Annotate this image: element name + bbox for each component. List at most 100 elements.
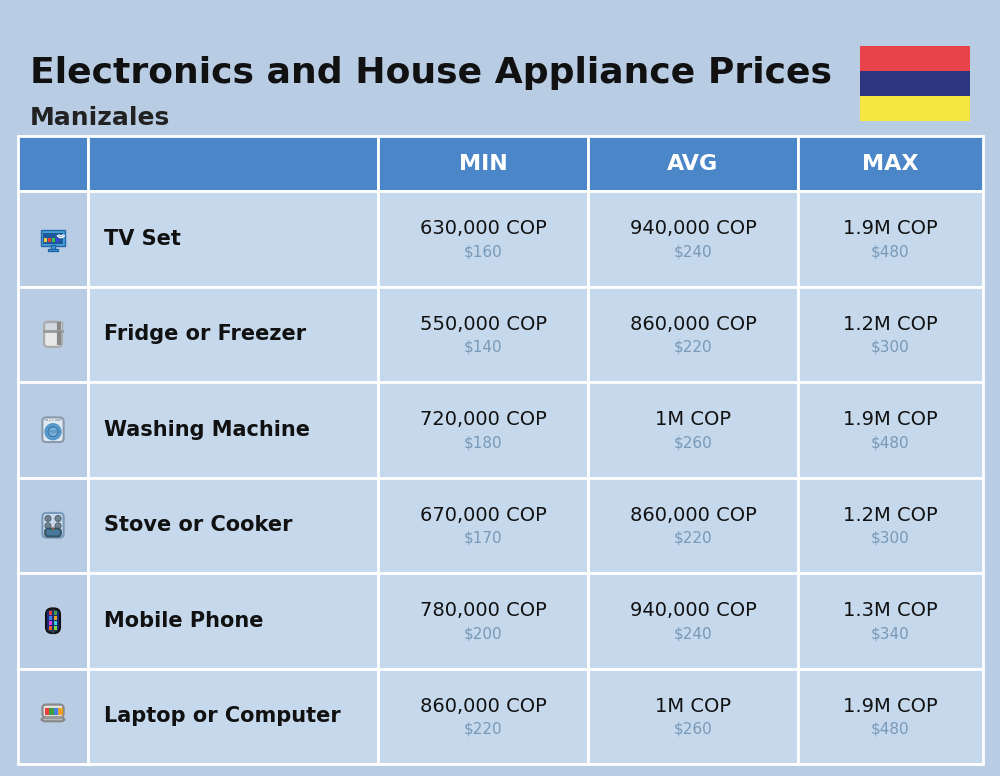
- Text: 550,000 COP: 550,000 COP: [420, 315, 546, 334]
- Text: Manizales: Manizales: [30, 106, 170, 130]
- Bar: [798, 477, 983, 573]
- Text: Washing Machine: Washing Machine: [104, 420, 310, 440]
- Text: TV Set: TV Set: [104, 229, 181, 249]
- Text: Stove or Cooker: Stove or Cooker: [104, 515, 292, 535]
- Bar: [798, 573, 983, 668]
- Text: $480: $480: [871, 244, 910, 259]
- Circle shape: [47, 525, 49, 527]
- Bar: [41, 230, 65, 246]
- Bar: [48, 238, 51, 241]
- Bar: [88, 382, 378, 477]
- FancyBboxPatch shape: [45, 528, 61, 536]
- Bar: [588, 477, 798, 573]
- Bar: [18, 286, 88, 382]
- Bar: [88, 286, 378, 382]
- Circle shape: [55, 523, 61, 528]
- Text: 1.9M COP: 1.9M COP: [843, 220, 938, 238]
- Bar: [54, 626, 57, 629]
- Text: $340: $340: [871, 626, 910, 641]
- Text: 860,000 COP: 860,000 COP: [420, 697, 546, 715]
- Text: MIN: MIN: [459, 154, 507, 174]
- Circle shape: [48, 419, 50, 421]
- Text: 720,000 COP: 720,000 COP: [420, 411, 546, 429]
- Bar: [44, 238, 47, 241]
- Bar: [56, 238, 59, 241]
- Bar: [588, 286, 798, 382]
- Bar: [378, 136, 588, 191]
- Text: $200: $200: [464, 626, 502, 641]
- FancyBboxPatch shape: [42, 417, 64, 442]
- Bar: [49, 708, 54, 715]
- Circle shape: [55, 516, 61, 521]
- Bar: [378, 191, 588, 286]
- Bar: [58, 708, 63, 715]
- Bar: [88, 477, 378, 573]
- Text: Laptop or Computer: Laptop or Computer: [104, 706, 341, 726]
- Circle shape: [45, 516, 51, 521]
- Text: 860,000 COP: 860,000 COP: [630, 506, 756, 525]
- Bar: [88, 573, 378, 668]
- Circle shape: [57, 517, 59, 520]
- Circle shape: [51, 419, 52, 421]
- FancyBboxPatch shape: [860, 46, 970, 71]
- Text: $140: $140: [464, 340, 502, 355]
- Bar: [88, 136, 378, 191]
- Bar: [18, 136, 88, 191]
- Bar: [18, 382, 88, 477]
- Bar: [43, 233, 63, 244]
- Bar: [588, 136, 798, 191]
- Bar: [54, 616, 57, 619]
- Bar: [798, 286, 983, 382]
- Text: $300: $300: [871, 531, 910, 546]
- Text: AVG: AVG: [667, 154, 719, 174]
- Text: 1.2M COP: 1.2M COP: [843, 315, 938, 334]
- Bar: [88, 191, 378, 286]
- Bar: [18, 477, 88, 573]
- FancyBboxPatch shape: [42, 705, 64, 717]
- Bar: [54, 621, 57, 625]
- Bar: [378, 668, 588, 764]
- Text: $260: $260: [674, 722, 712, 736]
- Bar: [49, 616, 52, 619]
- Bar: [798, 136, 983, 191]
- Bar: [588, 668, 798, 764]
- Text: 860,000 COP: 860,000 COP: [630, 315, 756, 334]
- Text: 940,000 COP: 940,000 COP: [630, 601, 756, 620]
- Circle shape: [52, 630, 54, 632]
- Text: 1M COP: 1M COP: [655, 697, 731, 715]
- Text: 780,000 COP: 780,000 COP: [420, 601, 546, 620]
- Bar: [588, 191, 798, 286]
- Text: $300: $300: [871, 340, 910, 355]
- Text: $480: $480: [871, 435, 910, 450]
- Circle shape: [48, 427, 58, 437]
- Bar: [798, 191, 983, 286]
- Text: $160: $160: [464, 244, 502, 259]
- Text: 1.9M COP: 1.9M COP: [843, 697, 938, 715]
- Bar: [45, 708, 49, 715]
- Bar: [378, 286, 588, 382]
- Bar: [44, 321, 62, 331]
- Bar: [54, 708, 58, 715]
- Bar: [51, 245, 55, 249]
- Circle shape: [47, 517, 49, 520]
- Bar: [52, 238, 55, 241]
- FancyBboxPatch shape: [860, 96, 970, 121]
- Text: $180: $180: [464, 435, 502, 450]
- Text: Fridge or Freezer: Fridge or Freezer: [104, 324, 306, 345]
- Bar: [49, 626, 52, 629]
- FancyBboxPatch shape: [42, 717, 64, 721]
- Text: $260: $260: [674, 435, 712, 450]
- Bar: [588, 382, 798, 477]
- Circle shape: [57, 525, 59, 527]
- Circle shape: [46, 424, 60, 439]
- Bar: [798, 668, 983, 764]
- Text: 1.3M COP: 1.3M COP: [843, 601, 938, 620]
- Circle shape: [45, 523, 51, 528]
- FancyBboxPatch shape: [860, 71, 970, 96]
- Text: $170: $170: [464, 531, 502, 546]
- Polygon shape: [52, 526, 54, 530]
- Text: $480: $480: [871, 722, 910, 736]
- Bar: [588, 573, 798, 668]
- FancyBboxPatch shape: [46, 608, 60, 633]
- Text: $240: $240: [674, 244, 712, 259]
